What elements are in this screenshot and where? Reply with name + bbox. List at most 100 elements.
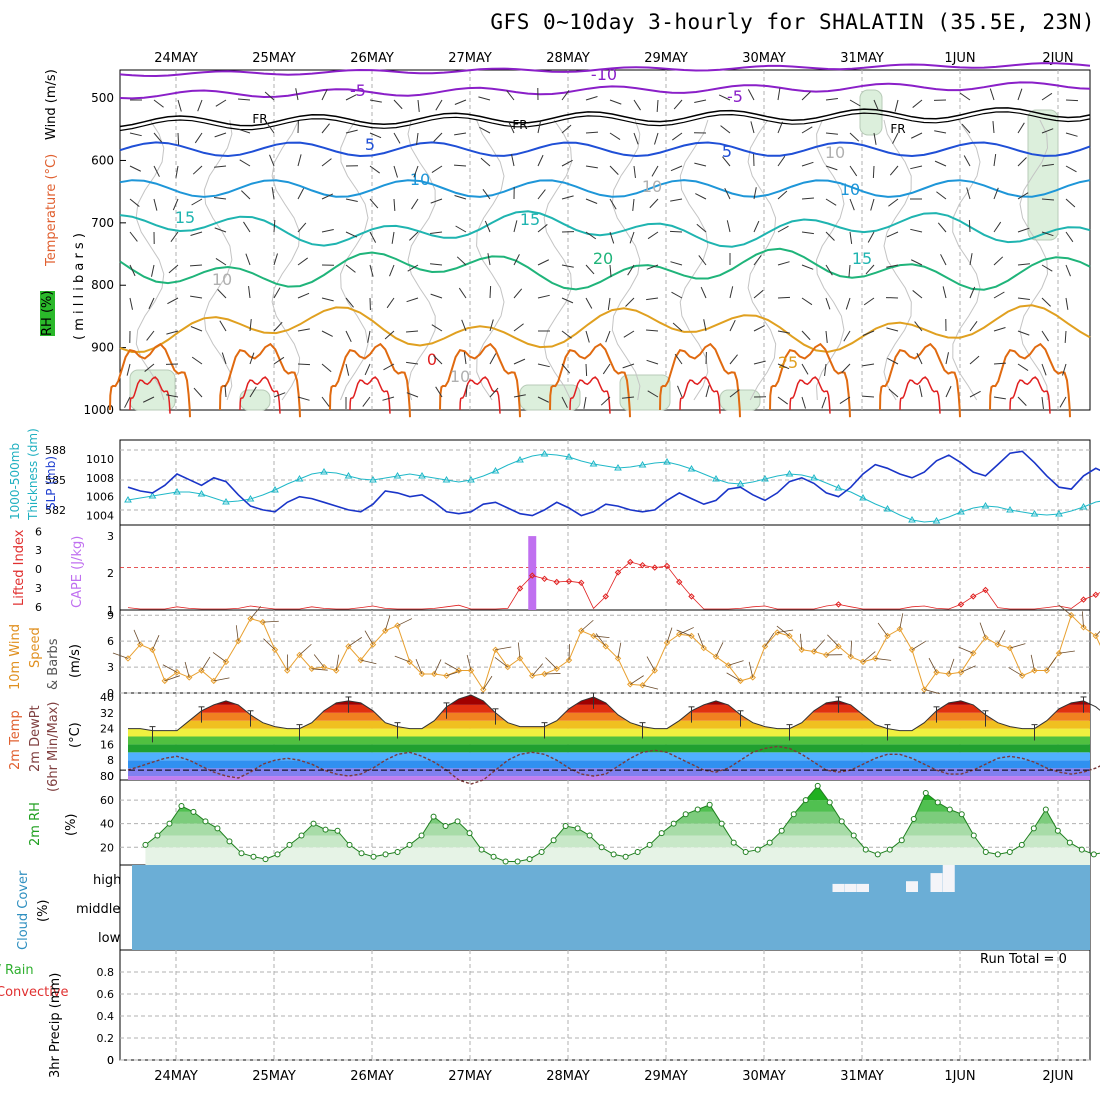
wind10-label-2: Speed	[28, 627, 43, 668]
slp-tick: 1006	[86, 491, 114, 504]
rh2m-marker	[406, 841, 413, 848]
rh2m-marker	[562, 823, 569, 830]
wind-barb	[622, 396, 635, 399]
wind10-marker	[284, 667, 291, 674]
wind-barb	[862, 363, 875, 367]
wind-barb	[487, 253, 491, 266]
thickness-marker	[148, 492, 157, 499]
wind-barb	[894, 99, 899, 112]
wind-barb	[993, 362, 1007, 365]
thickness-marker	[418, 472, 426, 479]
wind-barb	[297, 188, 305, 200]
wind-barb	[945, 352, 949, 365]
wind10-marker	[761, 643, 769, 650]
wind-barb	[456, 256, 467, 266]
cloud-background	[132, 865, 1090, 950]
wind-barb	[1041, 163, 1054, 167]
wind10-marker	[406, 658, 413, 666]
isotherm--10	[119, 62, 1091, 78]
wind-barb	[849, 165, 858, 177]
wind-barb	[561, 195, 574, 200]
contour-label: 10	[212, 270, 232, 289]
wind-barb	[801, 161, 814, 167]
wind-barb	[453, 164, 467, 167]
wind-barb	[861, 395, 875, 398]
thickness-marker	[589, 460, 598, 467]
wind10-label-3: & Barbs	[46, 638, 61, 690]
wind-barb	[537, 224, 548, 233]
wind-barb	[321, 297, 334, 302]
upper-units-label: ( m i l l i b a r s )	[72, 233, 87, 340]
li-label: Lifted Index	[12, 529, 27, 606]
rh2m-marker	[142, 841, 149, 848]
wind-barb	[654, 132, 659, 145]
wind-barb	[478, 96, 491, 101]
wind-barb	[801, 126, 813, 134]
wind-barb	[297, 396, 310, 401]
wind-barb	[886, 231, 899, 238]
wind10-marker	[333, 667, 340, 674]
rh2m-marker	[310, 820, 317, 827]
wind-barb	[801, 264, 814, 270]
wind-barb	[862, 330, 875, 336]
wind-barb	[454, 195, 467, 200]
wind-barb	[863, 297, 875, 306]
thickness-marker	[981, 502, 990, 509]
rh2m-marker	[778, 827, 785, 834]
upper-temp-label: Temperature (°C)	[44, 153, 59, 266]
wind10-marker	[394, 622, 401, 629]
wind-barb	[166, 394, 179, 398]
thickness-marker	[271, 486, 279, 493]
li-tick: 3	[35, 582, 42, 595]
rh2m-marker	[274, 851, 281, 858]
wind-barb	[1017, 192, 1029, 200]
contour-label: 10	[825, 143, 845, 162]
isotherm-30	[329, 342, 411, 418]
date-label-top: 1JUN	[944, 51, 975, 66]
wind-barb	[369, 132, 382, 139]
wind10-barb	[997, 630, 1006, 645]
wind-barb	[656, 99, 659, 113]
wind-barb	[321, 330, 333, 337]
wind-barb	[513, 254, 520, 266]
wind10-marker	[835, 643, 842, 650]
rh2m-marker	[1090, 851, 1097, 858]
wind10-barb	[776, 625, 790, 637]
wind-barb	[585, 165, 598, 169]
wind10-barb	[433, 659, 442, 675]
wind-barb	[777, 261, 790, 266]
thickness-marker	[761, 475, 769, 482]
temp-band	[128, 760, 1090, 769]
wind10-tick: 9	[107, 609, 114, 622]
contour-label: 15	[852, 249, 872, 268]
precip-tick: 0.2	[97, 1032, 115, 1045]
rh2m-marker	[886, 846, 893, 853]
wind-barb	[916, 352, 923, 365]
rh2m-marker	[658, 830, 665, 837]
wind-barb	[1059, 396, 1067, 408]
wind-barb	[674, 353, 683, 365]
wind10-barb	[862, 651, 876, 663]
wind-barb	[364, 363, 371, 376]
wind-barb	[1017, 157, 1027, 167]
temp2m-tick: 24	[100, 723, 114, 736]
wind-barb	[700, 286, 707, 299]
wind-barb	[249, 352, 255, 365]
cloud-label-1: Cloud Cover	[16, 870, 31, 950]
wind-barb	[345, 198, 358, 202]
wind-barb	[821, 396, 827, 409]
wind-barb	[214, 132, 227, 138]
isotherm--5	[119, 81, 1091, 100]
wind-barb	[873, 132, 877, 145]
rh2m-marker	[610, 851, 617, 858]
rh2m-marker	[934, 799, 941, 806]
wind10-barb	[593, 635, 610, 639]
wind-barb	[585, 198, 598, 204]
rh-band	[145, 835, 1090, 848]
wind-barb	[126, 363, 131, 376]
wind-barb	[753, 360, 766, 365]
wind-barb	[406, 361, 419, 365]
temp2m-tick: 8	[107, 754, 114, 767]
wind-barb	[649, 198, 659, 209]
temp-band	[128, 720, 1090, 729]
